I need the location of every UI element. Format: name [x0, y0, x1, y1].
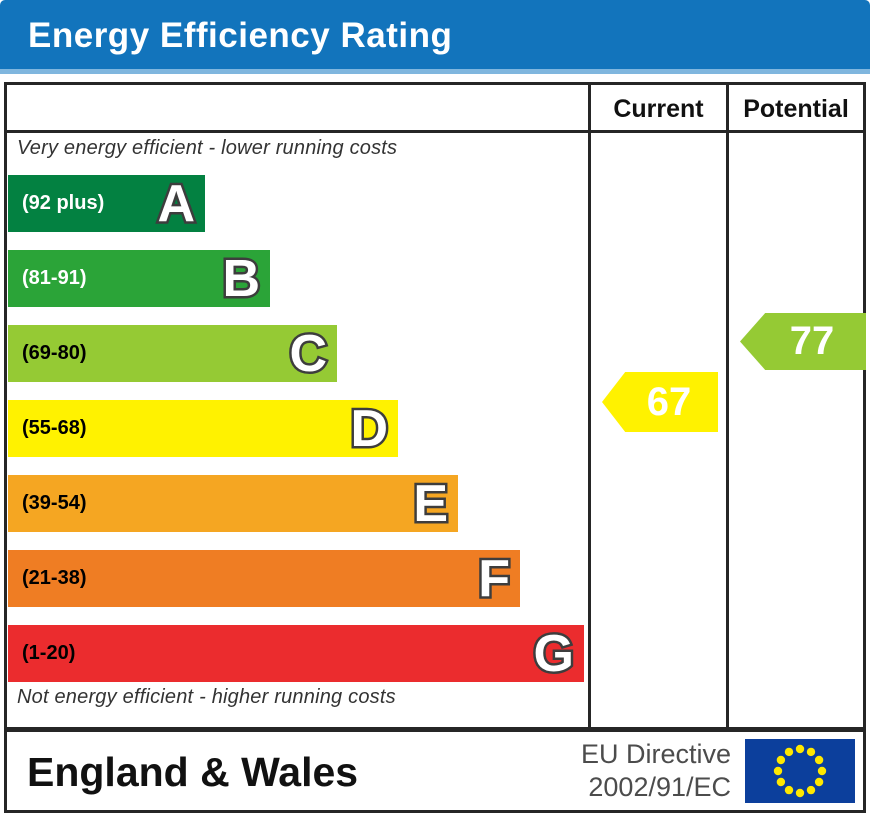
rating-band-e: (39-54) E	[8, 475, 458, 532]
band-range-label: (69-80)	[22, 342, 87, 364]
eu-directive-line2: 2002/91/EC	[588, 772, 731, 802]
eu-directive-line1: EU Directive	[580, 739, 731, 769]
rating-band-b: (81-91) B	[8, 250, 270, 307]
rating-band-d: (55-68) D	[8, 400, 398, 457]
rating-band-f: (21-38) F	[8, 550, 520, 607]
potential-column-divider	[726, 82, 729, 730]
band-letter: D	[348, 399, 391, 458]
band-range-label: (55-68)	[22, 417, 87, 439]
rating-band-c: (69-80) C	[8, 325, 337, 382]
rating-band-g: (1-20) G	[8, 625, 584, 682]
band-range-label: (21-38)	[22, 567, 87, 589]
current-rating-arrow: 67	[602, 372, 718, 432]
title-bar: Energy Efficiency Rating	[0, 0, 870, 74]
potential-rating-arrow: 77	[740, 313, 866, 370]
footer: England & Wales EU Directive 2002/91/EC	[4, 729, 866, 813]
band-letter: F	[476, 549, 513, 608]
potential-column-header: Potential	[743, 95, 849, 123]
band-range-label: (81-91)	[22, 267, 87, 289]
eu-directive-text: EU Directive 2002/91/EC	[581, 738, 731, 804]
rating-band-a: (92 plus) A	[8, 175, 205, 232]
band-range-label: (92 plus)	[22, 192, 105, 214]
eu-flag-icon	[745, 739, 855, 803]
current-column-divider	[588, 82, 591, 730]
potential-rating-value: 77	[789, 319, 835, 363]
band-range-label: (1-20)	[22, 642, 76, 664]
page-title: Energy Efficiency Rating	[28, 16, 453, 55]
band-letter: G	[531, 624, 577, 683]
band-range-label: (39-54)	[22, 492, 87, 514]
header-row-divider	[4, 130, 866, 133]
band-letter: E	[411, 474, 451, 533]
eu-flag-stars	[773, 744, 827, 798]
bottom-efficiency-note: Not energy efficient - higher running co…	[17, 686, 396, 708]
band-letter: B	[220, 249, 263, 308]
region-label: England & Wales	[27, 749, 359, 795]
current-rating-value: 67	[646, 379, 692, 424]
top-efficiency-note: Very energy efficient - lower running co…	[17, 137, 398, 159]
current-column-header: Current	[613, 95, 704, 123]
band-letter: C	[287, 324, 330, 383]
band-letter: A	[155, 174, 198, 233]
